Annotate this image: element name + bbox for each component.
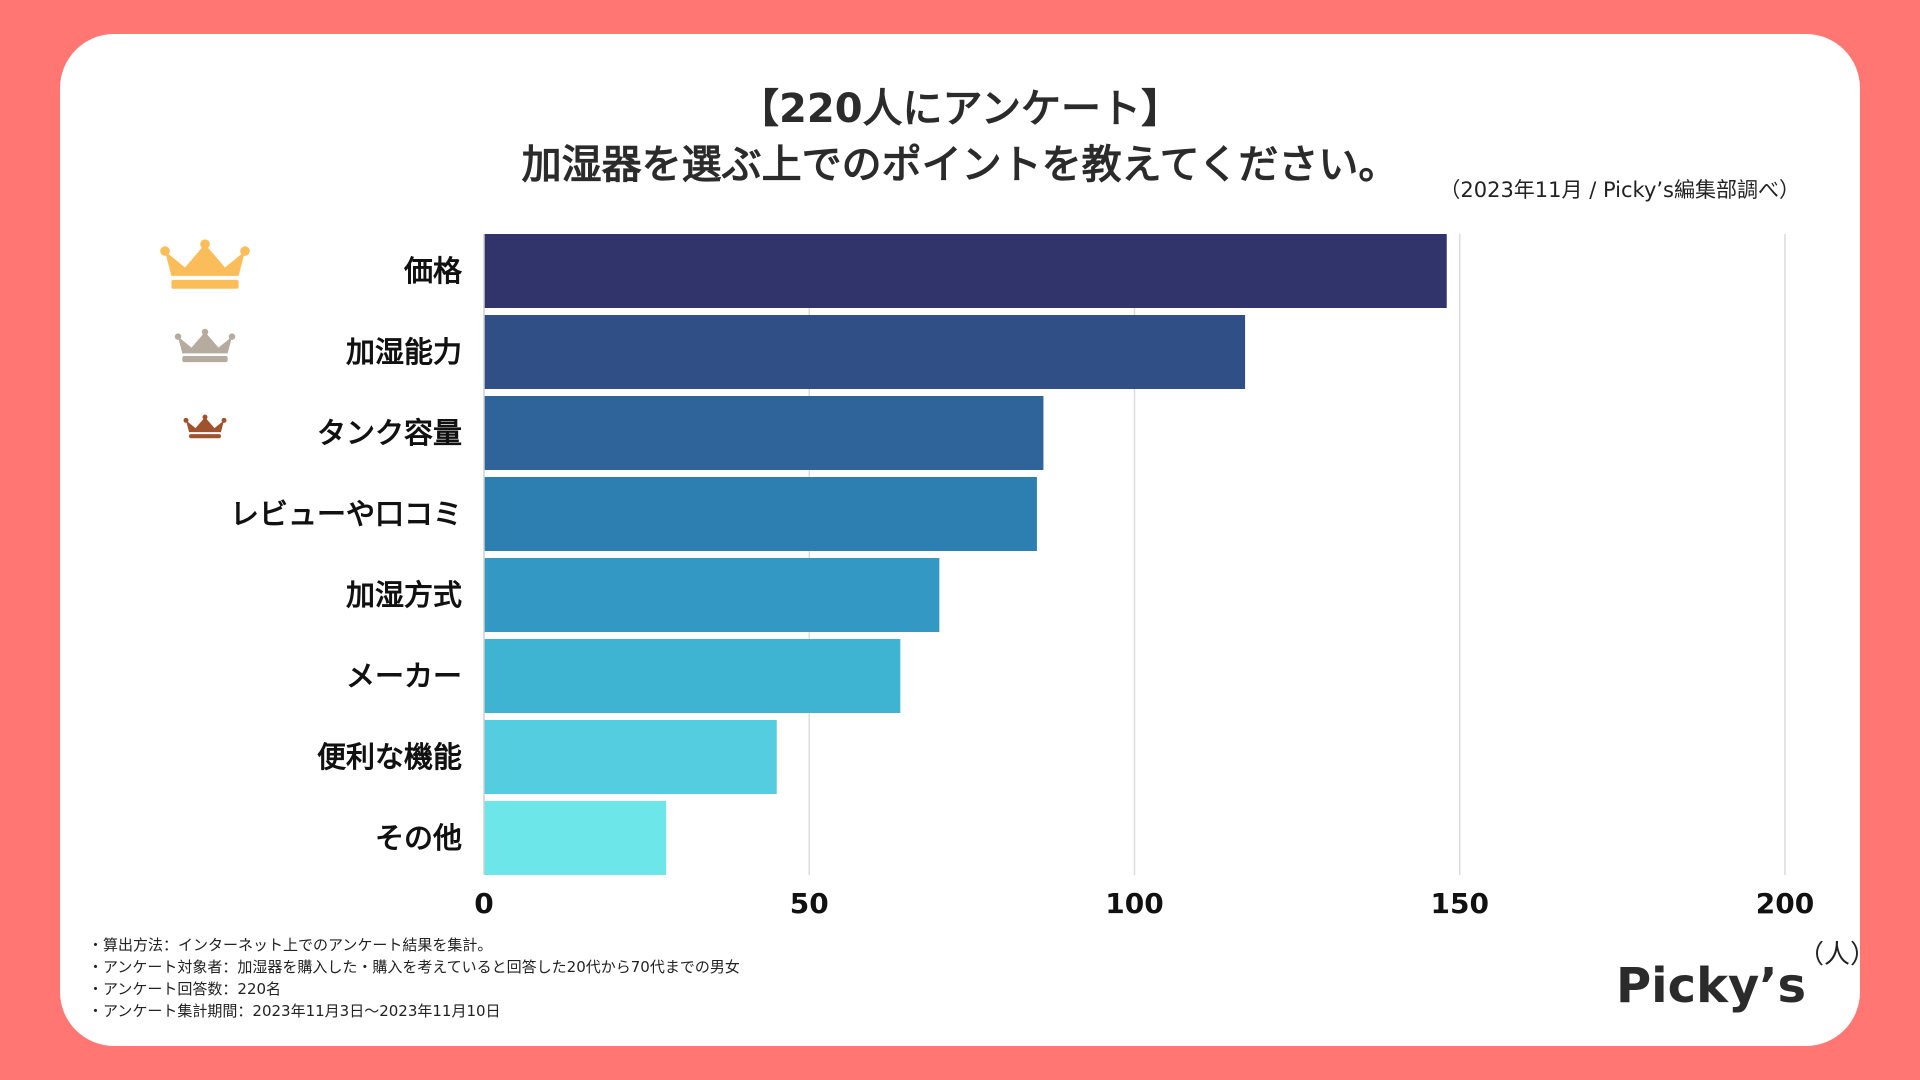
footnote-period: ・アンケート集計期間：2023年11月3日〜2023年11月10日 bbox=[88, 1002, 501, 1020]
silver-crown-jewel-3 bbox=[228, 333, 236, 340]
bar-8 bbox=[484, 801, 667, 875]
gold-crown-body bbox=[165, 244, 245, 276]
x-tick-label-200: 200 bbox=[1756, 887, 1814, 914]
gold-crown-icon bbox=[160, 239, 250, 289]
chart-card: 【220人にアンケート】 加湿器を選ぶ上でのポイントを教えてください。 （202… bbox=[60, 34, 1876, 1046]
axis-unit-label: （人） bbox=[1798, 940, 1877, 970]
bronze-crown-icon bbox=[183, 414, 227, 439]
gold-crown-jewel-1 bbox=[160, 246, 170, 256]
silver-crown-band bbox=[182, 356, 228, 363]
category-label-5: 加湿方式 bbox=[346, 578, 462, 612]
gold-crown-jewel-2 bbox=[200, 239, 210, 249]
category-label-4: レビューや口コミ bbox=[230, 497, 462, 531]
category-label-8: その他 bbox=[375, 821, 462, 855]
silver-crown-jewel-2 bbox=[201, 328, 209, 336]
bronze-crown-jewel-3 bbox=[221, 417, 227, 423]
bronze-crown-band bbox=[189, 434, 221, 439]
source-note: （2023年11月 / Picky’s編集部調べ） bbox=[1439, 178, 1800, 202]
bar-3 bbox=[484, 396, 1044, 470]
bronze-crown-jewel-1 bbox=[183, 417, 189, 423]
x-tick-label-0: 0 bbox=[474, 887, 493, 914]
silver-crown-jewel-1 bbox=[174, 333, 182, 340]
gold-crown-band bbox=[171, 279, 239, 289]
brand-logo: Picky’s bbox=[1616, 958, 1807, 1014]
bar-4 bbox=[484, 477, 1037, 551]
category-label-1: 価格 bbox=[403, 254, 463, 288]
category-label-7: 便利な機能 bbox=[317, 740, 462, 774]
bar-5 bbox=[484, 558, 940, 632]
silver-crown-body bbox=[178, 331, 232, 354]
category-label-6: メーカー bbox=[346, 659, 462, 693]
bronze-crown-body bbox=[186, 417, 224, 433]
category-label-3: タンク容量 bbox=[317, 416, 462, 450]
footnote-target: ・アンケート対象者：加湿器を購入した・購入を考えていると回答した20代から70代… bbox=[88, 958, 740, 976]
bronze-crown-jewel-2 bbox=[202, 414, 208, 420]
category-label-2: 加湿能力 bbox=[346, 335, 462, 369]
silver-crown-icon bbox=[174, 328, 236, 363]
bar-1 bbox=[484, 234, 1447, 308]
title-line-2: 加湿器を選ぶ上でのポイントを教えてください。 bbox=[521, 142, 1399, 188]
x-tick-label-50: 50 bbox=[790, 887, 829, 914]
gold-crown-jewel-3 bbox=[240, 246, 250, 256]
title-line-1: 【220人にアンケート】 bbox=[739, 86, 1181, 132]
bar-2 bbox=[484, 315, 1246, 389]
footnote-count: ・アンケート回答数：220名 bbox=[88, 980, 282, 998]
bar-6 bbox=[484, 639, 901, 713]
x-tick-label-150: 150 bbox=[1431, 887, 1489, 914]
bar-7 bbox=[484, 720, 777, 794]
x-tick-label-100: 100 bbox=[1105, 887, 1163, 914]
footnotes: ・算出方法：インターネット上でのアンケート結果を集計。 ・アンケート対象者：加湿… bbox=[88, 934, 740, 1022]
footnote-method: ・算出方法：インターネット上でのアンケート結果を集計。 bbox=[88, 936, 493, 954]
